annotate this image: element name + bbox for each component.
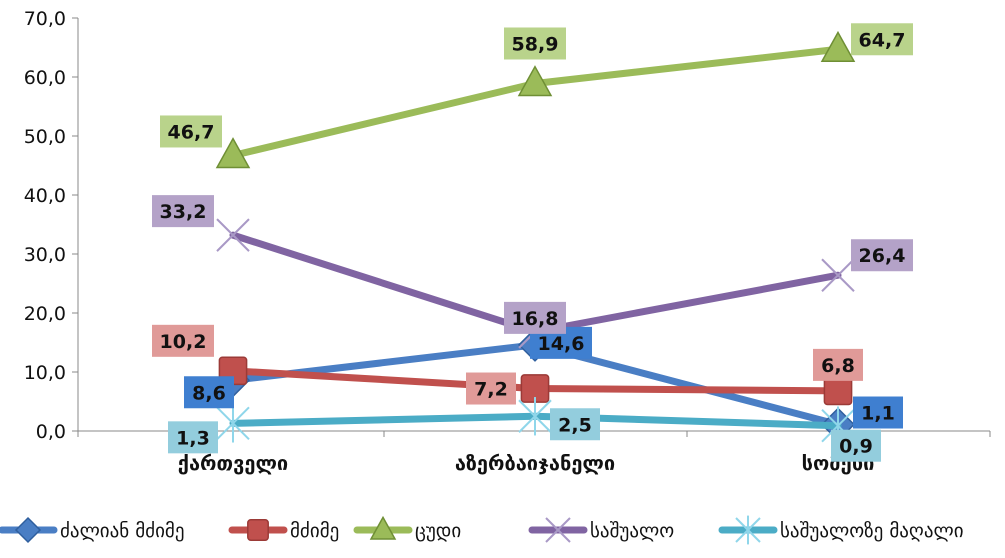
data-label: 14,6 [538,333,585,355]
data-point-marker [216,218,250,252]
legend-label: ცუდი [415,520,461,542]
data-label: 58,9 [512,33,559,55]
data-label-box [168,421,218,454]
data-label: 6,8 [821,355,855,377]
legend-marker [369,515,397,540]
data-label: 10,2 [160,331,207,353]
legend-marker [247,519,269,541]
y-tick-label: 60,0 [24,67,66,89]
y-tick-label: 30,0 [24,244,66,266]
data-label-box [152,195,214,228]
data-label-box [813,348,863,381]
legend-label: საშუალო [590,520,674,542]
data-label: 33,2 [160,201,207,223]
data-label-box [466,372,516,405]
data-point-marker [215,137,251,169]
data-point-marker [820,30,856,63]
legend-label: საშუალოზე მაღალი [780,520,964,542]
y-tick-label: 10,0 [24,362,66,384]
data-label-box [550,408,600,441]
data-label: 64,7 [859,29,906,51]
y-tick-label: 50,0 [24,126,66,148]
data-point-marker [821,258,855,292]
data-label: 7,2 [474,379,508,401]
legend-item: საშუალოზე მაღალი [718,515,964,545]
legend-marker [14,516,42,544]
y-tick-label: 0,0 [36,421,66,443]
data-label: 2,5 [558,414,592,436]
y-tick-label: 70,0 [24,8,66,30]
series-line [229,45,842,159]
x-category-label: ქართველი [178,451,288,475]
y-tick-label: 40,0 [24,185,66,207]
legend-label: მძიმე [290,520,339,542]
data-label: 26,4 [859,245,906,267]
data-label: 1,1 [861,403,895,425]
data-label-box [851,239,913,272]
data-point-marker [518,397,552,436]
x-category-label: აზერბაიჯანელი [455,451,615,475]
data-label-box [160,115,222,148]
legend-item: მძიმე [228,519,339,542]
data-label-box [184,376,234,409]
legend-item: საშუალო [528,517,674,543]
data-point-marker [823,376,853,406]
y-tick-label: 20,0 [24,303,66,325]
data-point-marker [517,65,553,97]
data-label-box [504,301,566,334]
data-label-box [853,396,903,429]
data-label-box [851,23,913,56]
data-label-box [152,324,214,357]
data-label: 0,9 [839,436,873,458]
data-point-marker [216,404,250,443]
data-label: 1,3 [176,427,210,449]
data-label: 8,6 [192,382,226,404]
data-label-box [504,27,566,60]
legend-item: ცუდი [353,515,461,542]
data-label-box [831,429,881,462]
legend-marker [545,517,571,543]
legend-item: ძალიან მძიმე [0,516,185,544]
legend-label: ძალიან მძიმე [60,520,185,542]
data-label: 16,8 [512,308,559,330]
legend-marker [735,515,761,545]
data-label: 46,7 [168,121,215,143]
